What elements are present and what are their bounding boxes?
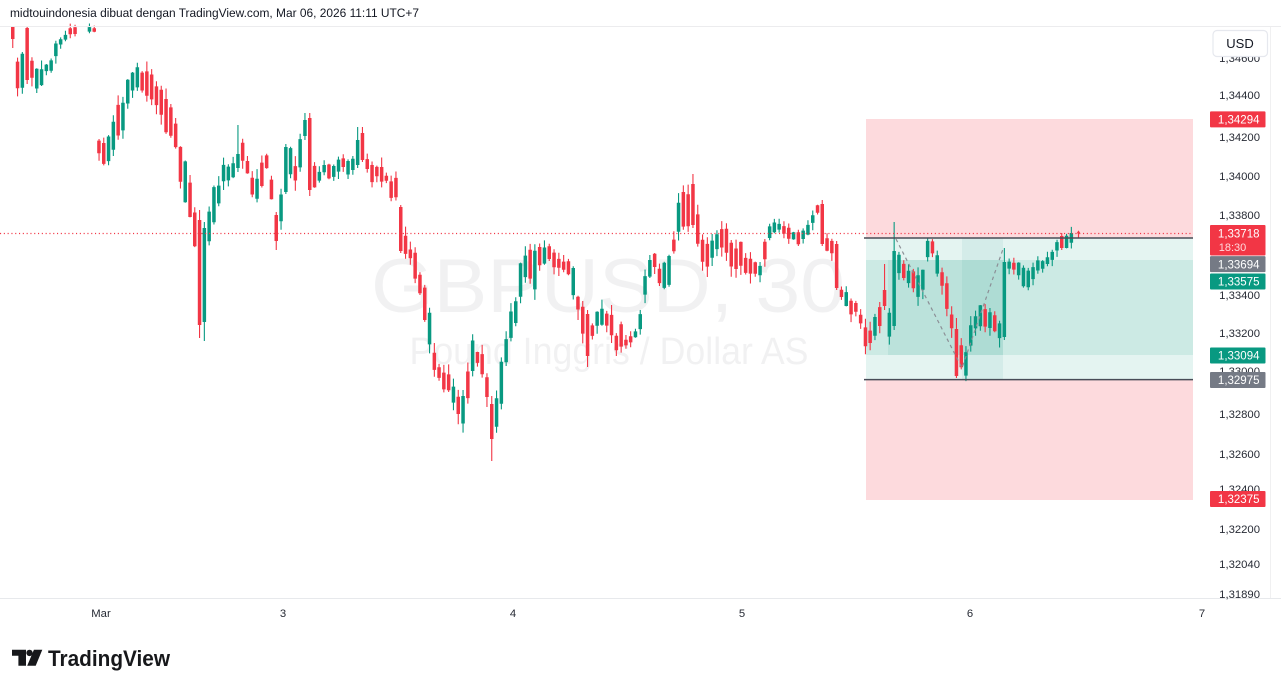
svg-text:5: 5	[739, 608, 745, 620]
svg-text:1,32800: 1,32800	[1219, 409, 1260, 421]
svg-text:1,31890: 1,31890	[1219, 589, 1260, 601]
svg-text:7: 7	[1199, 608, 1205, 620]
svg-text:1,34294: 1,34294	[1218, 115, 1260, 127]
svg-text:Mar: Mar	[91, 608, 111, 620]
svg-text:1,33400: 1,33400	[1219, 290, 1260, 302]
svg-text:1,33200: 1,33200	[1219, 328, 1260, 340]
svg-text:1,33694: 1,33694	[1218, 259, 1260, 271]
svg-text:18:30: 18:30	[1219, 242, 1247, 254]
svg-text:1,33094: 1,33094	[1218, 351, 1260, 363]
svg-text:1,34000: 1,34000	[1219, 171, 1260, 183]
svg-text:1,33800: 1,33800	[1219, 210, 1260, 222]
svg-text:6: 6	[967, 608, 973, 620]
svg-text:1,32375: 1,32375	[1218, 494, 1260, 506]
svg-text:1,34600: 1,34600	[1219, 53, 1260, 65]
svg-text:1,34400: 1,34400	[1219, 90, 1260, 102]
svg-text:4: 4	[510, 608, 516, 620]
svg-text:USD: USD	[1226, 36, 1253, 51]
svg-text:1,32040: 1,32040	[1219, 559, 1260, 571]
svg-text:1,32975: 1,32975	[1218, 375, 1260, 387]
svg-text:Pound Inggris / Dollar AS: Pound Inggris / Dollar AS	[410, 331, 809, 373]
svg-text:1,33575: 1,33575	[1218, 277, 1260, 289]
svg-text:1,34200: 1,34200	[1219, 132, 1260, 144]
svg-text:1,32600: 1,32600	[1219, 449, 1260, 461]
svg-text:1,33718: 1,33718	[1218, 229, 1260, 241]
svg-text:TradingView: TradingView	[48, 646, 171, 671]
svg-text:1,32200: 1,32200	[1219, 524, 1260, 536]
svg-text:midtouindonesia dibuat dengan: midtouindonesia dibuat dengan TradingVie…	[10, 6, 419, 20]
svg-text:3: 3	[280, 608, 286, 620]
